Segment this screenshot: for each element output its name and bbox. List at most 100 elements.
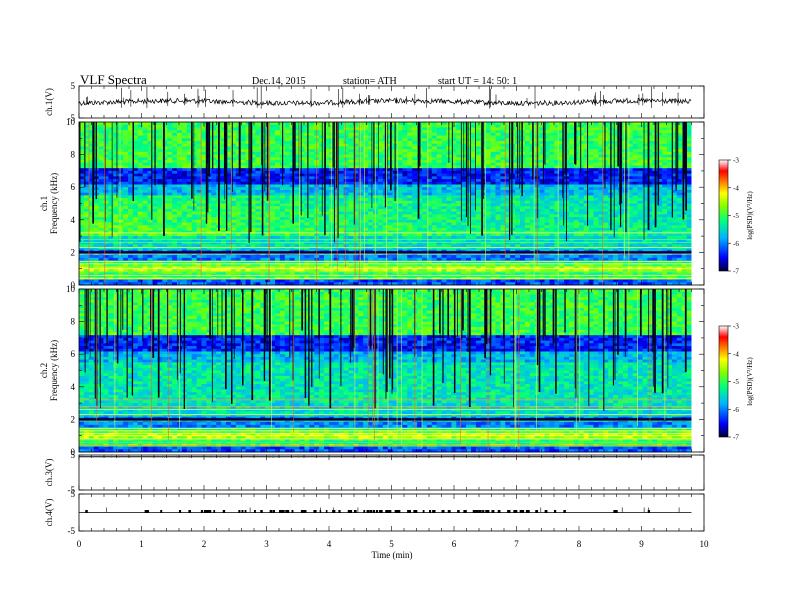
spectrogram-cell [373,211,379,215]
spectrogram-cell [83,236,90,240]
spectrogram-cell [373,141,379,145]
spectrogram-cell [191,271,197,275]
spectrogram-cell [324,282,330,286]
spectrogram-cell [426,189,433,194]
spectrogram-cell [358,282,364,286]
spectrogram-cell [98,143,104,147]
spectrogram-cell [279,255,286,259]
spectrogram-cell [319,179,325,183]
spectrogram-cell [353,208,359,213]
spectrogram-cell [456,227,462,232]
spectrogram-cell [299,217,305,221]
spectrogram-cell [353,233,359,237]
spectrogram-cell [353,225,359,229]
spectrogram-cell [108,179,114,183]
spectrogram-cell [279,236,286,240]
spectrogram-cell [162,282,168,286]
spectrogram-cell [206,200,212,204]
spectrogram-cell [412,279,418,283]
spectrogram-cell [142,135,148,139]
spectrogram-cell [196,135,202,139]
spectrogram-cell [289,162,295,166]
spectrogram-cell [309,181,315,185]
spectrogram-cell [319,271,325,275]
spectrogram-cell [177,127,183,131]
spectrogram-cell [461,181,467,185]
spectrogram-cell [240,170,246,175]
spectrogram-cell [98,219,104,223]
spectrogram-cell [358,168,364,172]
spectrogram-cell [157,170,163,175]
spectrogram-cell [245,203,251,207]
spectrogram-cell [137,122,144,126]
spectrogram-cell [167,206,173,210]
spectrogram-cell [275,230,281,234]
spectrogram-cell [181,236,188,240]
spectrogram-cell [270,130,276,134]
spectrogram-cell [181,149,188,153]
spectrogram-cell [103,198,109,202]
spectrogram-cell [368,168,374,172]
spectrogram-cell [167,227,173,232]
spectrogram-cell [466,146,472,150]
spectrogram-cell [226,200,232,204]
spectrogram-cell [353,219,359,223]
spectrogram-cell [436,268,442,272]
spectrogram-cell [373,165,379,169]
spectrogram-cell [402,203,408,207]
spectrogram-cell [98,225,104,229]
spectrogram-cell [270,227,276,232]
spectrogram-cell [417,203,423,207]
spectrogram-cell [466,181,472,185]
spectrogram-cell [338,138,344,142]
spectrogram-cell [412,141,418,145]
spectrogram-cell [275,138,281,142]
spectrogram-cell [191,173,197,177]
spectrogram-cell [265,230,271,234]
spectrogram-cell [436,124,442,128]
spectrogram-cell [177,184,183,188]
spectrogram-cell [79,225,85,229]
spectrogram-cell [255,127,261,131]
spectrogram-cell [279,184,286,188]
spectrogram-cell [83,165,90,169]
spectrogram-cell [172,230,178,234]
spectrogram-cell [363,236,369,240]
spectrogram-cell [255,219,261,223]
spectrogram-cell [461,282,467,286]
spectrogram-cell [284,246,291,251]
spectrogram-cell [132,260,139,264]
spectrogram-cell [304,230,310,234]
spectrogram-cell [289,146,295,150]
spectrogram-cell [177,233,183,237]
spectrogram-cell [118,265,124,270]
spectrogram-cell [373,203,379,207]
spectrogram-cell [324,138,330,142]
spectrogram-cell [353,187,359,191]
spectrogram-cell [412,130,418,134]
spectrogram-cell [167,238,173,242]
spectrogram-cell [309,208,315,213]
spectrogram-cell [466,241,472,245]
spectrogram-cell [83,263,90,267]
spectrogram-cell [196,260,202,264]
spectrogram-cell [431,157,438,161]
spectrogram-cell [309,157,315,161]
spectrogram-cell [407,138,413,142]
spectrogram-cell [196,154,202,158]
spectrogram-cell [230,195,237,199]
spectrogram-cell [226,271,232,275]
spectrogram-cell [172,203,178,207]
spectrogram-cell [172,238,178,242]
spectrogram-cell [186,173,193,177]
spectrogram-cell [98,282,104,286]
spectrogram-cell [338,192,344,196]
spectrogram-cell [309,138,315,142]
spectrogram-cell [324,181,330,185]
spectrogram-cell [275,195,281,199]
spectrogram-cell [177,244,183,248]
spectrogram-cell [123,203,129,207]
spectrogram-cell [324,160,330,164]
spectrogram-cell [324,227,330,232]
spectrogram-cell [397,227,403,232]
